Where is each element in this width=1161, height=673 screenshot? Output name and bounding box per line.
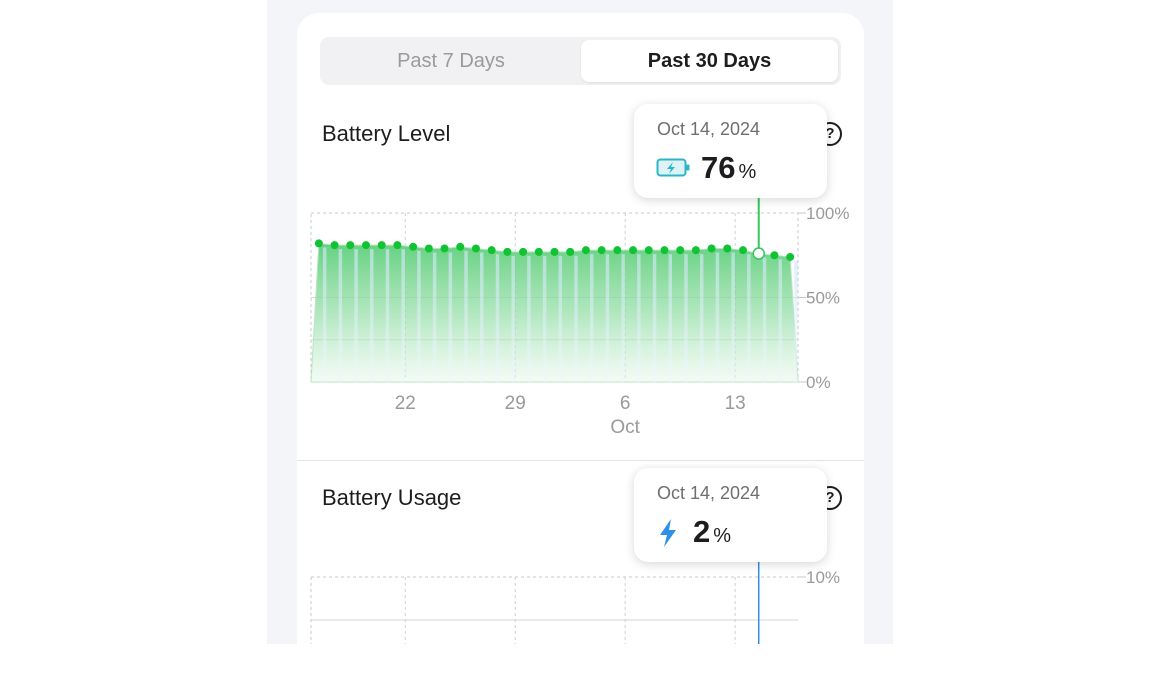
battery-level-bar xyxy=(338,249,343,382)
x-tick-label: 22 xyxy=(395,393,416,414)
battery-level-bar xyxy=(605,254,610,382)
battery-level-bars xyxy=(310,198,799,383)
tooltip-date: Oct 14, 2024 xyxy=(657,483,761,503)
battery-level-bar xyxy=(778,259,782,382)
battery-level-point xyxy=(330,241,339,250)
battery-level-point xyxy=(739,246,748,255)
battery-level-point xyxy=(409,242,418,251)
tab-past-30-days[interactable]: Past 30 Days xyxy=(581,40,838,82)
battery-level-bar xyxy=(794,260,798,382)
battery-charging-icon xyxy=(656,158,690,177)
battery-level-point xyxy=(629,246,638,255)
battery-level-point xyxy=(691,246,700,255)
battery-level-bar xyxy=(401,249,405,382)
battery-level-chart: 100% 50% 0% 22 29 6 13 Oct 10% xyxy=(310,198,850,644)
battery-level-point xyxy=(314,239,323,248)
battery-level-bar xyxy=(637,254,641,382)
battery-level-point xyxy=(770,251,779,260)
battery-level-area xyxy=(310,242,799,383)
battery-level-points xyxy=(314,239,795,261)
battery-level-point xyxy=(581,246,590,255)
battery-level-bar xyxy=(432,252,437,382)
battery-level-bar xyxy=(699,254,704,382)
battery-level-point xyxy=(471,244,480,253)
usage-y-tick-label: 10% xyxy=(806,568,840,587)
battery-level-point xyxy=(566,247,575,256)
x-tick-label: 13 xyxy=(725,393,746,414)
battery-level-point xyxy=(534,247,543,256)
battery-level-point xyxy=(597,246,606,255)
battery-level-point xyxy=(723,244,732,253)
battery-level-bar xyxy=(762,257,767,382)
battery-level-bar xyxy=(747,254,751,382)
tooltip-date: Oct 14, 2024 xyxy=(657,119,761,139)
battery-level-bar xyxy=(621,254,625,382)
battery-level-bar xyxy=(558,255,563,382)
battery-level-bar xyxy=(495,254,500,382)
battery-level-point xyxy=(613,246,622,255)
battery-usage-grid: 10% xyxy=(310,562,840,644)
battery-level-bar xyxy=(542,255,547,382)
tooltip-value: 2% xyxy=(693,514,732,549)
y-tick-label: 100% xyxy=(806,204,849,223)
y-tick-label: 50% xyxy=(806,289,840,308)
battery-level-tooltip: Oct 14, 2024 76% xyxy=(634,104,827,198)
battery-level-point-selected xyxy=(752,247,765,260)
battery-level-point xyxy=(707,244,716,253)
battery-level-point xyxy=(660,246,669,255)
tab-past-7-days[interactable]: Past 7 Days xyxy=(397,50,505,72)
x-sublabel: Oct xyxy=(610,417,640,438)
section-divider xyxy=(297,460,864,461)
battery-level-bar xyxy=(464,250,468,382)
battery-level-point xyxy=(377,241,386,250)
battery-usage-title: Battery Usage xyxy=(322,485,462,510)
battery-level-title: Battery Level xyxy=(322,121,451,146)
lightning-bolt-icon xyxy=(660,519,676,547)
battery-usage-tooltip: Oct 14, 2024 2% xyxy=(634,468,827,562)
battery-level-point xyxy=(393,241,402,250)
battery-level-bar xyxy=(417,250,421,382)
battery-level-bar xyxy=(385,249,390,382)
battery-level-bar xyxy=(574,255,578,382)
battery-level-point xyxy=(424,244,433,253)
battery-level-point xyxy=(550,247,559,256)
y-tick-label: 0% xyxy=(806,373,831,392)
battery-level-bar xyxy=(370,249,374,382)
battery-level-point xyxy=(644,246,653,255)
battery-level-point xyxy=(440,244,449,253)
battery-level-point xyxy=(786,252,795,261)
battery-level-bar xyxy=(684,254,688,382)
tooltip-value: 76% xyxy=(701,150,757,185)
battery-level-bar xyxy=(590,254,594,382)
battery-level-axis: 100% 50% 0% 22 29 6 13 Oct xyxy=(395,204,850,438)
battery-level-point xyxy=(361,241,370,250)
x-tick-label: 6 xyxy=(620,393,631,414)
period-segmented-control: Past 7 Days Past 30 Days xyxy=(320,37,841,85)
battery-level-bar xyxy=(527,255,531,382)
battery-level-bar xyxy=(511,255,515,382)
battery-level-point xyxy=(676,246,685,255)
battery-level-bar xyxy=(731,252,735,382)
battery-level-bar xyxy=(715,252,720,382)
battery-level-point xyxy=(346,241,355,250)
battery-level-point xyxy=(487,246,496,255)
battery-level-point xyxy=(503,247,512,256)
battery-level-bar xyxy=(668,254,673,382)
battery-level-point xyxy=(519,247,528,256)
battery-level-bar xyxy=(354,249,358,382)
battery-level-bar xyxy=(480,252,484,382)
battery-level-bar xyxy=(652,254,657,382)
x-tick-label: 29 xyxy=(505,393,526,414)
battery-level-point xyxy=(456,242,465,251)
battery-level-bar xyxy=(322,247,327,382)
battery-level-bar xyxy=(448,252,453,382)
